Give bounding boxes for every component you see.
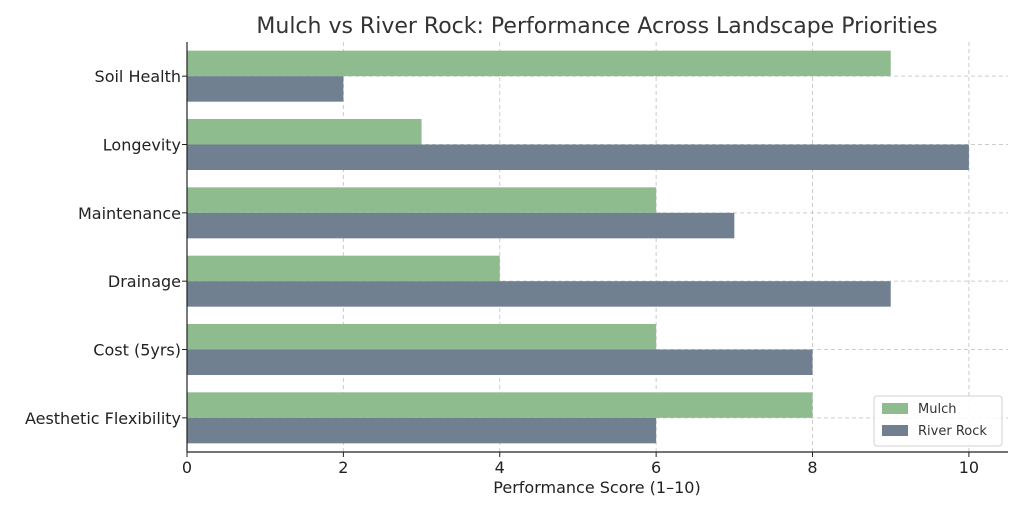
legend-label-mulch: Mulch [918, 402, 956, 417]
legend: Mulch River Rock [873, 395, 1003, 447]
bar-river-rock-aesthetic-flexibility [187, 417, 657, 444]
x-tick-label: 6 [651, 458, 661, 477]
x-tick-label: 10 [959, 458, 979, 477]
bar-mulch-cost-5yrs [187, 324, 657, 350]
y-tick-label: Soil Health [95, 67, 181, 86]
bar-mulch-maintenance [187, 187, 657, 213]
y-tick-labels: Soil Health Longevity Maintenance Drainage C… [25, 67, 181, 428]
axes-layer [182, 42, 1008, 457]
bar-river-rock-longevity [187, 144, 969, 170]
y-tick-label: Longevity [103, 136, 181, 155]
bar-mulch-aesthetic-flexibility [187, 392, 813, 418]
bar-river-rock-cost-5yrs [187, 349, 813, 375]
bars-layer [187, 50, 969, 444]
x-tick-label: 0 [182, 458, 192, 477]
bar-mulch-drainage [187, 255, 500, 282]
legend-label-river-rock: River Rock [918, 424, 987, 439]
y-tick-label: Maintenance [78, 204, 181, 223]
chart-title: Mulch vs River Rock: Performance Across … [256, 14, 937, 39]
bar-river-rock-drainage [187, 281, 891, 307]
grid-layer [187, 42, 1008, 452]
bar-river-rock-soil-health [187, 76, 344, 102]
x-tick-label: 8 [807, 458, 817, 477]
bar-mulch-longevity [187, 119, 422, 145]
y-tick-label: Cost (5yrs) [93, 341, 181, 360]
bar-mulch-soil-health [187, 50, 891, 77]
legend-swatch-mulch [882, 403, 908, 414]
x-tick-label: 4 [495, 458, 505, 477]
x-axis-label: Performance Score (1–10) [493, 478, 700, 497]
x-tick-labels: 0 2 4 6 8 10 [182, 458, 979, 477]
y-tick-label: Aesthetic Flexibility [25, 409, 181, 428]
y-tick-label: Drainage [108, 272, 181, 291]
bar-river-rock-maintenance [187, 212, 735, 239]
x-tick-label: 2 [338, 458, 348, 477]
legend-swatch-river-rock [882, 425, 908, 436]
